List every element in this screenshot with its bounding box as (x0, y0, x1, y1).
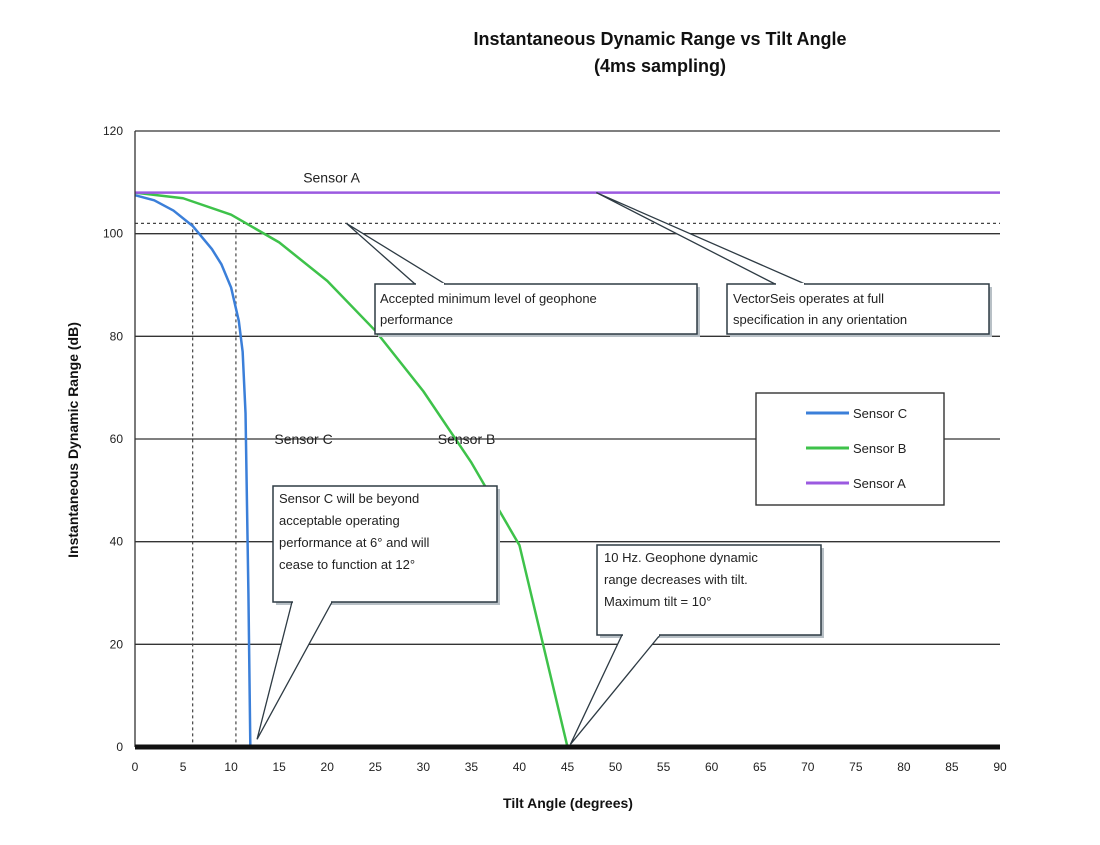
annotation-box (374, 283, 698, 335)
annotation-text-line: Maximum tilt = 10° (604, 594, 711, 609)
x-tick-label: 5 (180, 760, 187, 774)
y-tick-label: 60 (110, 432, 124, 446)
sensor-c-line (134, 193, 568, 749)
x-tick-label: 55 (657, 760, 671, 774)
annotation-text-line: VectorSeis operates at full (733, 291, 884, 306)
x-tick-label: 50 (609, 760, 623, 774)
legend-entry-label: Sensor C (853, 406, 907, 421)
x-tick-label: 40 (513, 760, 527, 774)
y-tick-label: 80 (110, 329, 124, 343)
x-tick-label: 80 (897, 760, 911, 774)
x-axis-title: Tilt Angle (degrees) (503, 795, 633, 811)
x-tick-label: 35 (465, 760, 479, 774)
annotation-callout: Sensor C will be beyond acceptable operat… (256, 485, 500, 740)
annotation-text-line: specification in any orientation (733, 312, 907, 327)
annotation-pointer (346, 222, 448, 285)
sensor-b-inline-label: Sensor B (438, 431, 496, 447)
x-tick-label: 65 (753, 760, 767, 774)
annotation-text-line: range decreases with tilt. (604, 572, 748, 587)
annotation-callout: 10 Hz. Geophone dynamic range decreases w… (569, 544, 824, 745)
x-tick-label: 30 (417, 760, 431, 774)
sensor-c-inline-label: Sensor C (274, 431, 332, 447)
annotation-box (726, 283, 990, 335)
y-tick-label: 40 (110, 535, 124, 549)
y-tick-label: 0 (116, 740, 123, 754)
annotation-box (596, 544, 822, 636)
x-tick-label: 45 (561, 760, 575, 774)
annotation-text-line: Sensor C will be beyond (279, 491, 419, 506)
x-tick-label: 90 (993, 760, 1007, 774)
annotation-pointer (569, 634, 662, 745)
annotation-text-line: acceptable operating (279, 513, 400, 528)
annotation-callout: Accepted minimum level of geophone perfor… (346, 222, 700, 337)
x-tick-label: 10 (224, 760, 238, 774)
x-tick-label: 85 (945, 760, 959, 774)
annotation-text-line: cease to function at 12° (279, 557, 415, 572)
x-tick-label: 75 (849, 760, 863, 774)
x-tick-label: 25 (369, 760, 383, 774)
x-tick-label: 0 (132, 760, 139, 774)
annotation-text-line: 10 Hz. Geophone dynamic (604, 550, 758, 565)
annotation-callout: VectorSeis operates at full specification… (596, 192, 992, 337)
chart-title: Instantaneous Dynamic Range vs Tilt Angl… (473, 29, 846, 49)
annotation-text-line: performance at 6° and will (279, 535, 430, 550)
annotation-text-line: performance (380, 312, 453, 327)
sensor-b-line (134, 191, 569, 748)
chart-subtitle: (4ms sampling) (594, 56, 726, 76)
legend-box (755, 392, 945, 506)
y-tick-label: 100 (103, 227, 123, 241)
x-tick-label: 15 (272, 760, 286, 774)
y-tick-label: 20 (110, 637, 124, 651)
annotation-text-line: Accepted minimum level of geophone (380, 291, 597, 306)
sensor-a-inline-label: Sensor A (303, 169, 360, 185)
annotation-pointer (596, 192, 806, 285)
x-tick-label: 70 (801, 760, 815, 774)
y-tick-label: 120 (103, 124, 123, 138)
x-tick-label: 20 (321, 760, 335, 774)
annotation-pointer (256, 601, 334, 740)
x-tick-label: 60 (705, 760, 719, 774)
annotation-box (272, 485, 498, 603)
y-axis-title: Instantaneous Dynamic Range (dB) (65, 322, 81, 558)
legend-entry-label: Sensor A (853, 476, 906, 491)
legend-entry-label: Sensor B (853, 441, 906, 456)
